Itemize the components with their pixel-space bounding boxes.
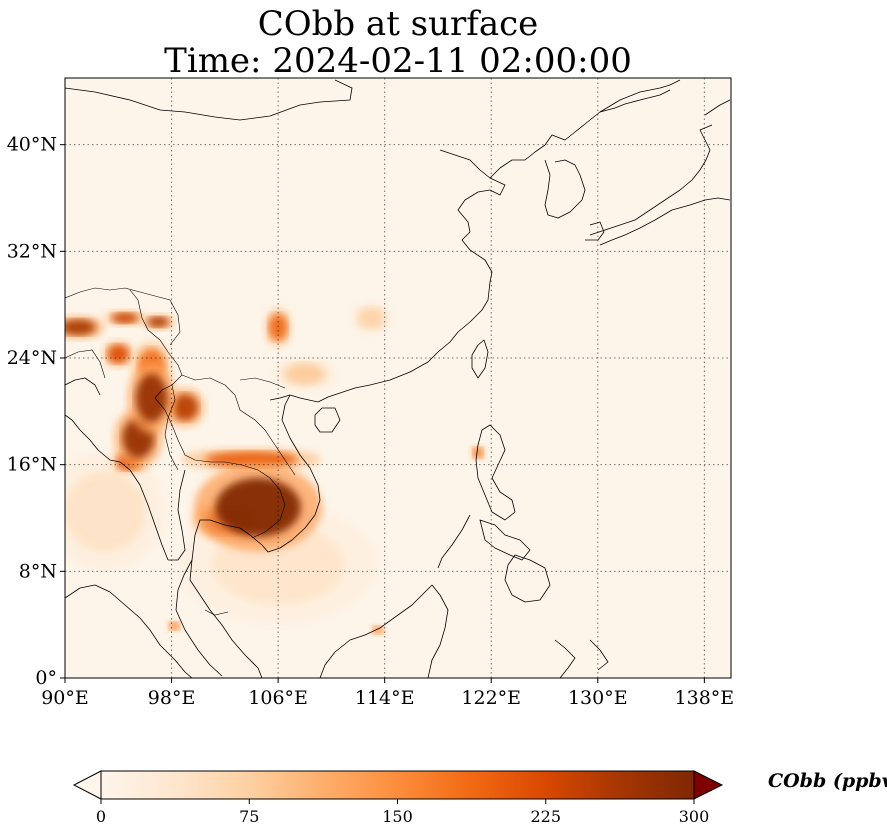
border-india-myanmar	[65, 287, 181, 346]
moluccas	[589, 639, 609, 671]
x-tick-label: 130°E	[568, 687, 628, 709]
border-bangladesh	[65, 349, 106, 379]
x-tick-label: 122°E	[461, 687, 521, 709]
colorbar-ticks: 0 75 150 225 300	[96, 799, 709, 826]
hotspot	[181, 447, 322, 472]
longitude-axis: 90°E 98°E 106°E 114°E 122°E 130°E 138°E	[41, 678, 734, 709]
japan-kyushu	[585, 221, 605, 241]
hotspot	[264, 307, 293, 348]
colorbar-min-extend	[72, 770, 102, 800]
colorbar-tick-label: 300	[679, 807, 710, 826]
colorbar: 0 75 150 225 300	[72, 770, 724, 826]
colorbar-tick-label: 75	[239, 807, 259, 826]
hotspot	[102, 340, 135, 368]
andaman-coast	[65, 414, 169, 561]
x-tick-label: 138°E	[675, 687, 735, 709]
colorbar-tick-label: 0	[96, 807, 106, 826]
graticule	[65, 78, 731, 678]
russia-coast	[599, 89, 671, 113]
sulawesi	[554, 639, 576, 678]
y-tick-label: 40°N	[7, 134, 57, 156]
bengal-coast	[65, 377, 101, 396]
border-laos	[181, 374, 296, 476]
y-tick-label: 0°	[35, 667, 57, 689]
myanmar-coast	[168, 469, 186, 561]
hotspot	[142, 314, 175, 330]
x-tick-label: 114°E	[355, 687, 415, 709]
japan-honshu	[589, 124, 713, 236]
map-title: CObb at surface	[257, 4, 539, 44]
y-tick-label: 8°N	[19, 560, 57, 582]
border-myanmar-china	[129, 289, 183, 399]
x-tick-label: 98°E	[148, 687, 196, 709]
x-tick-label: 106°E	[248, 687, 308, 709]
border-thailand	[154, 397, 286, 539]
visayas	[479, 519, 531, 561]
country-borders	[65, 287, 296, 616]
hotspot	[166, 620, 183, 632]
mongolia-border	[65, 79, 353, 121]
y-tick-label: 16°N	[7, 454, 57, 476]
luzon	[475, 424, 516, 521]
x-tick-label: 90°E	[41, 687, 89, 709]
korea-coast	[544, 159, 586, 219]
hotspot	[65, 451, 165, 572]
colorbar-tick-label: 225	[530, 807, 561, 826]
hotspot	[194, 463, 323, 552]
hotspot	[104, 310, 145, 326]
map-frame	[64, 77, 732, 679]
bohai-coast	[489, 79, 681, 179]
concentration-field	[65, 302, 486, 636]
colorbar-bar	[100, 770, 695, 800]
colorbar-tick-label: 150	[382, 807, 413, 826]
mindanao	[504, 554, 551, 603]
borneo	[319, 584, 449, 678]
hotspot	[65, 315, 105, 340]
hotspot	[469, 444, 486, 461]
japan-hokkaido	[704, 99, 731, 116]
latitude-axis: 0° 8°N 16°N 24°N 32°N 40°N	[7, 134, 65, 689]
border-malay	[204, 609, 229, 616]
hotspot	[351, 302, 392, 334]
hotspot	[274, 358, 335, 390]
map-time: Time: 2024-02-11 02:00:00	[164, 41, 632, 81]
y-tick-label: 24°N	[7, 347, 57, 369]
colorbar-max-extend	[693, 770, 724, 800]
gulf-of-thailand	[189, 519, 263, 678]
palawan	[437, 514, 471, 569]
colorbar-label: CObb (ppbv)	[768, 770, 887, 792]
malay-peninsula	[175, 559, 223, 677]
hainan	[314, 407, 341, 433]
japan-pacific	[599, 197, 731, 246]
sumatra	[65, 584, 193, 678]
taiwan	[471, 339, 489, 379]
border-vietnam-china	[239, 377, 286, 389]
coastlines	[65, 79, 731, 678]
hotspot	[127, 362, 176, 434]
vietnam-coast	[261, 394, 321, 553]
china-coast	[269, 149, 506, 403]
y-tick-label: 32°N	[7, 240, 57, 262]
map-background	[65, 78, 731, 678]
